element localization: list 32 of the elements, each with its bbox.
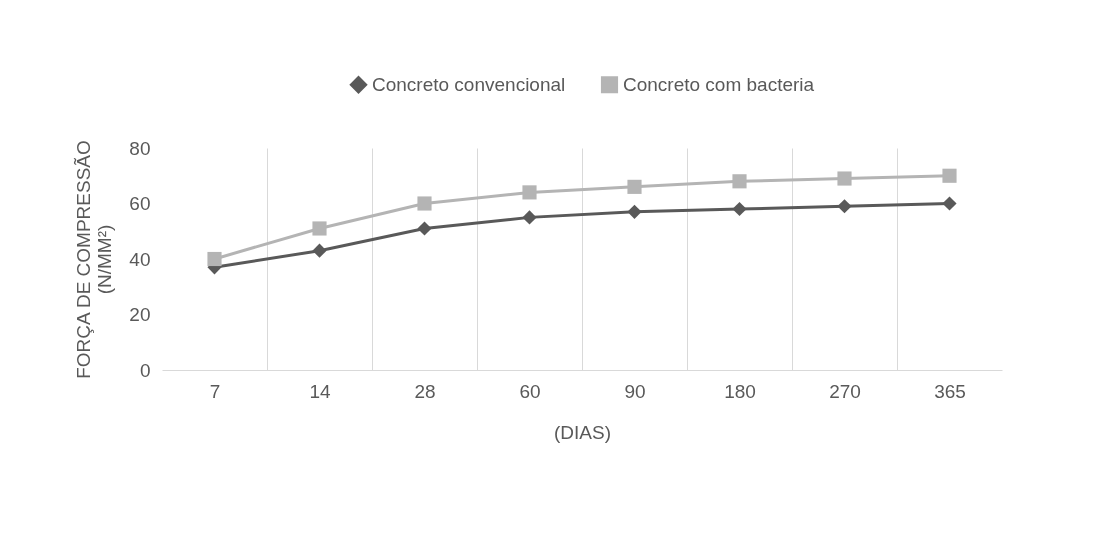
point bbox=[732, 174, 747, 189]
point bbox=[417, 221, 432, 236]
x-tick-label: 7 bbox=[209, 380, 221, 402]
point bbox=[732, 201, 747, 217]
y-tick-label: 20 bbox=[129, 304, 151, 325]
point bbox=[207, 251, 222, 267]
point bbox=[942, 168, 957, 183]
y-tick-label: 60 bbox=[129, 193, 151, 214]
y-axis-title: FORÇA DE COMPRESSÃO (N/MM²) bbox=[73, 140, 116, 379]
x-tick-label: 365 bbox=[934, 380, 966, 402]
point bbox=[627, 179, 642, 194]
x-tick-label: 180 bbox=[724, 380, 756, 402]
point bbox=[522, 185, 537, 200]
point bbox=[312, 221, 327, 236]
y-tick-label: 80 bbox=[129, 137, 151, 159]
x-tick-label: 90 bbox=[624, 380, 646, 402]
x-tick-label: 28 bbox=[414, 380, 436, 402]
y-tick-label: 40 bbox=[129, 248, 151, 270]
x-tick-label: 14 bbox=[309, 380, 331, 402]
x-tick-label: 270 bbox=[829, 380, 861, 402]
legend-label: Concreto com bacteria bbox=[623, 73, 815, 95]
x-tick-label: 60 bbox=[519, 380, 541, 402]
point bbox=[837, 171, 852, 186]
point bbox=[312, 243, 327, 258]
x-axis-title: (DIAS) bbox=[554, 421, 611, 443]
legend-label: Concreto convencional bbox=[372, 73, 566, 95]
point bbox=[942, 196, 957, 211]
point bbox=[627, 204, 642, 219]
point bbox=[417, 196, 432, 211]
point bbox=[837, 199, 852, 214]
point bbox=[522, 210, 537, 225]
y-tick-label: 0 bbox=[139, 359, 151, 381]
